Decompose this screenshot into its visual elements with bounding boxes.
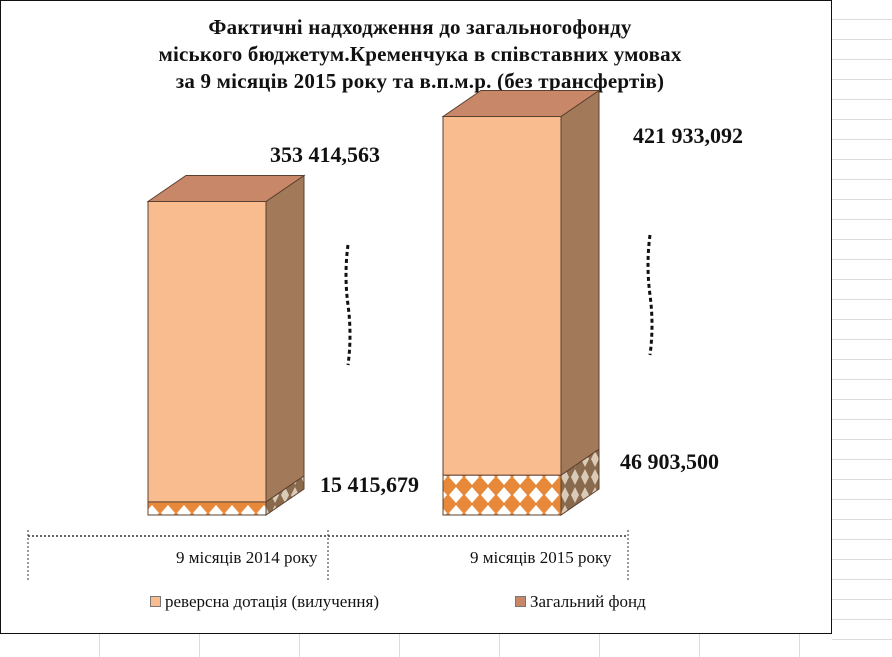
bar-2-general-fund-front — [442, 115, 562, 476]
chart-title: Фактичні надходження до загальногофонду … — [100, 14, 740, 95]
legend-item-reverse-subsidy: реверсна дотація (вилучення) — [150, 592, 379, 612]
bar-2-reverse-subsidy-value-label: 46 903,500 — [620, 449, 719, 474]
legend-item-general-fund: Загальний фонд — [515, 592, 646, 612]
legend: реверсна дотація (вилучення) Загальний ф… — [150, 592, 710, 616]
bar-2-general-fund-top — [441, 89, 601, 117]
chart-title-line-1: Фактичні надходження до загальногофонду — [208, 15, 632, 39]
sheet-gridlines-right — [832, 0, 892, 657]
chart-title-line-2: міського бюджетум.Кременчука в співставн… — [158, 42, 682, 66]
bar-1-general-fund-front — [147, 200, 267, 503]
sheet-gridlines-bottom — [0, 634, 892, 657]
x-tick-label-1: 9 місяців 2014 року — [176, 548, 318, 567]
bar-1-general-fund-top — [146, 174, 306, 202]
bar-1-general-fund-side — [265, 174, 305, 503]
legend-swatch-general-fund — [515, 595, 526, 607]
legend-swatch-reverse-subsidy — [150, 595, 161, 607]
x-tick-label-2: 9 місяців 2015 року — [470, 548, 612, 567]
bar-1-general-fund-value-label: 353 414,563 — [270, 142, 380, 167]
rotated-label-artifact-2 — [646, 234, 654, 356]
bar-2-reverse-subsidy-front — [442, 474, 562, 516]
bar-2-general-fund-side — [560, 89, 600, 477]
bar-1-reverse-subsidy-front — [147, 501, 267, 516]
rotated-label-artifact-1 — [344, 244, 352, 366]
chart-frame — [0, 0, 832, 634]
chart-title-line-3: за 9 місяців 2015 року та в.п.м.р. (без … — [175, 69, 665, 93]
bar-2-general-fund-value-label: 421 933,092 — [633, 123, 743, 148]
bar-1-reverse-subsidy-value-label: 15 415,679 — [320, 472, 419, 497]
legend-label-reverse-subsidy: реверсна дотація (вилучення) — [165, 592, 379, 611]
legend-label-general-fund: Загальний фонд — [530, 592, 646, 611]
